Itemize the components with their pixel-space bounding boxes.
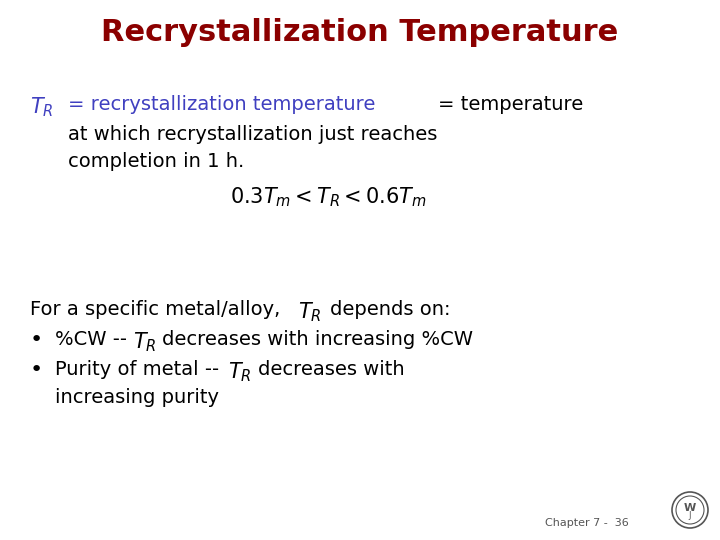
Text: J: J (689, 511, 691, 521)
Text: = recrystallization temperature: = recrystallization temperature (68, 95, 375, 114)
Circle shape (676, 496, 704, 524)
Text: increasing purity: increasing purity (55, 388, 219, 407)
Text: %CW --: %CW -- (55, 330, 127, 349)
Text: $0.3T_m < T_R < 0.6T_m$: $0.3T_m < T_R < 0.6T_m$ (230, 185, 427, 208)
Text: Recrystallization Temperature: Recrystallization Temperature (102, 18, 618, 47)
Text: $\mathit{T}_R$: $\mathit{T}_R$ (298, 300, 322, 323)
Text: Purity of metal --: Purity of metal -- (55, 360, 219, 379)
Text: = temperature: = temperature (438, 95, 583, 114)
Text: decreases with increasing %CW: decreases with increasing %CW (162, 330, 473, 349)
Text: W: W (684, 503, 696, 513)
Text: decreases with: decreases with (258, 360, 405, 379)
Text: •: • (30, 360, 43, 380)
Text: $\mathit{T}_R$: $\mathit{T}_R$ (30, 95, 53, 119)
Text: Chapter 7 -  36: Chapter 7 - 36 (545, 518, 629, 528)
Text: completion in 1 h.: completion in 1 h. (68, 152, 244, 171)
Text: $\mathit{T}_R$: $\mathit{T}_R$ (133, 330, 156, 354)
Text: depends on:: depends on: (330, 300, 451, 319)
Text: •: • (30, 330, 43, 350)
Text: $\mathit{T}_R$: $\mathit{T}_R$ (228, 360, 251, 383)
Text: For a specific metal/alloy,: For a specific metal/alloy, (30, 300, 280, 319)
Circle shape (672, 492, 708, 528)
Text: at which recrystallization just reaches: at which recrystallization just reaches (68, 125, 437, 144)
